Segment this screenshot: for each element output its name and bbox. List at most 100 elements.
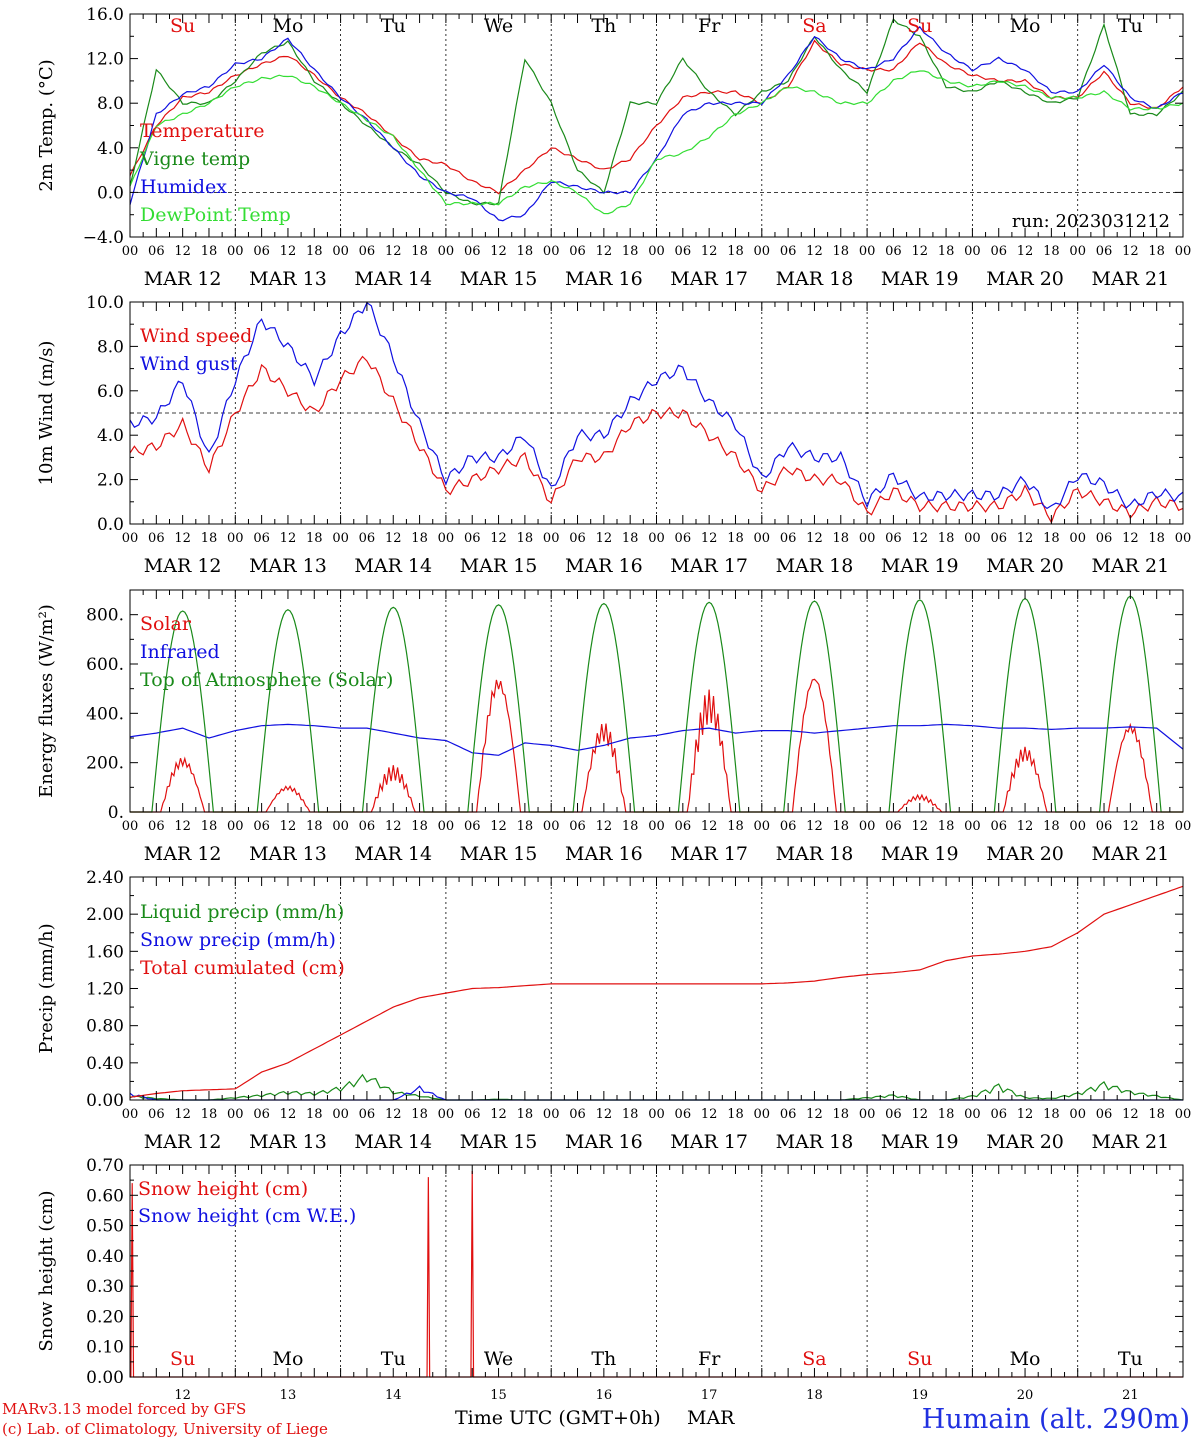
y-tick-label: 0.00 [86,1368,124,1388]
x-hour-label: 00 [122,819,139,834]
legend-entry: Temperature [140,120,264,142]
x-hour-label: 00 [754,531,771,546]
x-hour-label: 00 [543,819,560,834]
credit-line-2: (c) Lab. of Climatology, University of L… [2,1420,328,1438]
legend-entry: Snow height (cm W.E.) [138,1205,356,1227]
x-day-number: 14 [385,1388,402,1403]
x-hour-label: 18 [938,819,955,834]
x-hour-label: 12 [1122,244,1139,259]
x-date-label: MAR 21 [1091,843,1169,865]
x-hour-label: 18 [622,819,639,834]
x-day-number: 15 [490,1388,507,1403]
x-date-label: MAR 17 [670,843,748,865]
x-hour-label: 12 [385,819,402,834]
legend-entry: Infrared [140,641,220,663]
series-line-1 [130,1171,1183,1378]
x-hour-label: 00 [964,1107,981,1122]
x-hour-label: 06 [569,1107,586,1122]
x-hour-label: 06 [990,244,1007,259]
x-hour-label: 18 [727,244,744,259]
x-hour-label: 00 [648,1107,665,1122]
x-hour-label: 06 [464,244,481,259]
x-hour-label: 00 [543,1107,560,1122]
x-hour-label: 12 [280,531,297,546]
x-hour-label: 12 [174,244,191,259]
x-hour-label: 18 [306,1107,323,1122]
day-of-week-label: Sa [802,15,826,37]
x-hour-label: 06 [885,531,902,546]
x-hour-label: 12 [701,819,718,834]
x-hour-label: 00 [332,244,349,259]
y-tick-label: 600. [86,655,124,675]
legend-entry: Snow height (cm) [138,1178,308,1200]
x-hour-label: 18 [411,244,428,259]
y-tick-label: 0.20 [86,1307,124,1327]
series-line-1 [129,39,1184,195]
x-date-label: MAR 20 [986,843,1064,865]
x-date-label: MAR 15 [460,1131,538,1153]
x-date-label: MAR 20 [986,555,1064,577]
x-date-label: MAR 13 [249,268,327,290]
x-hour-label: 06 [464,819,481,834]
x-date-label: MAR 19 [881,1131,959,1153]
x-hour-label: 00 [754,819,771,834]
day-of-week-label: Su [907,1348,932,1370]
x-hour-label: 12 [806,244,823,259]
x-hour-label: 12 [596,531,613,546]
x-hour-label: 00 [964,531,981,546]
x-date-label: MAR 21 [1091,268,1169,290]
x-hour-label: 00 [438,1107,455,1122]
x-hour-label: 12 [280,819,297,834]
y-tick-label: 4.0 [97,139,124,159]
y-tick-label: 8.0 [97,337,124,357]
x-day-number: 12 [174,1388,191,1403]
y-axis-label: Energy fluxes (W/m²) [36,604,57,798]
x-hour-label: 00 [122,531,139,546]
x-hour-label: 00 [1175,1107,1192,1122]
x-hour-label: 00 [859,1107,876,1122]
x-hour-label: 06 [359,531,376,546]
x-date-label: MAR 15 [460,843,538,865]
x-hour-label: 18 [201,819,218,834]
x-hour-label: 12 [1122,531,1139,546]
x-hour-label: 00 [1175,531,1192,546]
legend-entry: Wind speed [140,325,252,347]
x-date-label: MAR 14 [354,843,432,865]
x-hour-label: 06 [990,531,1007,546]
x-hour-label: 06 [1096,819,1113,834]
x-date-label: MAR 21 [1091,555,1169,577]
y-tick-label: 0.10 [86,1338,124,1358]
x-hour-label: 00 [227,531,244,546]
panel-2: 0.0 2.0 4.0 6.0 8.0 10.0 10m Wind (m/s) 00 06 12 1… [36,293,1191,577]
x-date-label: MAR 12 [144,268,222,290]
y-tick-label: 0.30 [86,1277,124,1297]
x-hour-label: 06 [990,1107,1007,1122]
y-tick-label: −4.0 [83,228,124,248]
x-hour-label: 00 [964,819,981,834]
x-day-number: 21 [1122,1388,1139,1403]
x-hour-label: 06 [990,819,1007,834]
series-line-3 [130,595,1183,813]
day-of-week-label: Su [907,15,932,37]
x-hour-label: 18 [1043,244,1060,259]
series-line-2 [129,18,1184,206]
x-hour-label: 18 [1043,531,1060,546]
x-hour-label: 06 [253,531,270,546]
x-hour-label: 06 [148,531,165,546]
x-day-number: 17 [701,1388,718,1403]
x-hour-label: 18 [306,819,323,834]
legend-entry: Vigne temp [139,148,250,170]
x-hour-label: 00 [1069,244,1086,259]
x-hour-label: 00 [122,244,139,259]
day-of-week-label: Su [170,15,195,37]
x-hour-label: 00 [648,819,665,834]
x-date-label: MAR 18 [776,268,854,290]
x-axis-month: MAR [687,1407,735,1429]
x-hour-label: 06 [780,1107,797,1122]
x-hour-label: 18 [727,819,744,834]
x-hour-label: 12 [596,244,613,259]
x-hour-label: 18 [1148,244,1165,259]
x-hour-label: 18 [306,531,323,546]
x-hour-label: 12 [174,531,191,546]
y-axis-label: 10m Wind (m/s) [36,341,57,486]
